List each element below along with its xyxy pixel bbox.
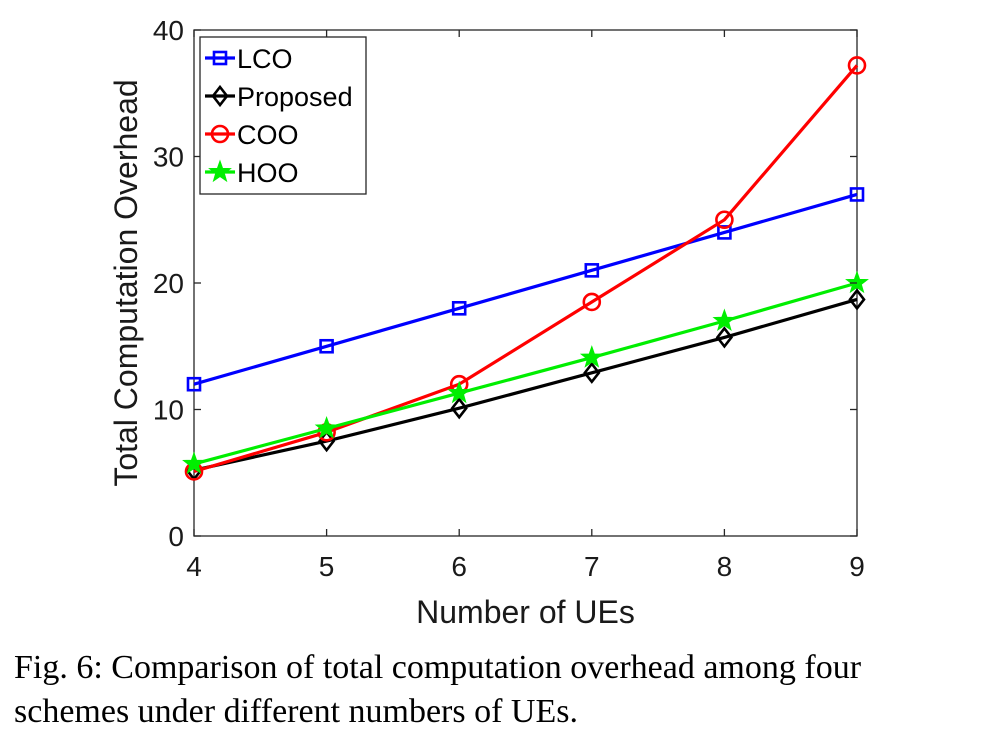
legend-item-lco: LCO — [205, 44, 293, 74]
data-point-hoo — [712, 308, 737, 331]
data-point-proposed — [583, 361, 601, 384]
data-point-hoo — [579, 345, 604, 368]
series-line-lco — [193, 192, 858, 386]
data-point-lco — [319, 338, 334, 354]
legend-marker-coo — [210, 124, 230, 144]
data-point-lco — [186, 376, 202, 392]
x-tick-label: 7 — [584, 551, 600, 582]
x-tick-label: 8 — [717, 551, 733, 582]
y-axis-label: Total Computation Overhead — [108, 79, 144, 486]
data-point-coo — [582, 292, 602, 312]
legend-label-coo: COO — [237, 120, 299, 150]
data-point-lco — [717, 225, 732, 240]
data-point-lco — [849, 187, 865, 202]
data-point-proposed — [715, 326, 734, 349]
x-tick-label: 9 — [849, 551, 865, 582]
legend-item-coo: COO — [205, 120, 299, 150]
y-tick-label: 30 — [153, 142, 184, 173]
data-point-hoo — [314, 416, 339, 439]
data-point-lco — [451, 300, 467, 316]
data-point-lco — [584, 263, 600, 278]
legend-item-proposed: Proposed — [205, 82, 353, 112]
data-point-hoo — [845, 270, 869, 294]
data-point-hoo — [182, 451, 206, 474]
line-chart: 4 5 6 7 8 9 0 10 20 30 40 Number of UEs Total Comp… — [108, 15, 869, 630]
series-line-coo — [193, 64, 859, 474]
series-lco — [186, 187, 865, 392]
legend-label-proposed: Proposed — [237, 82, 353, 112]
data-point-coo — [847, 56, 867, 75]
x-axis-label: Number of UEs — [416, 594, 635, 630]
figure-caption: Fig. 6: Comparison of total computation … — [14, 649, 862, 730]
legend: LCO Proposed COO HOO — [199, 36, 367, 195]
legend-box — [199, 36, 367, 195]
y-tick-label: 10 — [153, 395, 184, 426]
legend-label-hoo: HOO — [237, 158, 299, 188]
data-point-proposed — [848, 288, 866, 311]
legend-marker-proposed — [211, 84, 229, 108]
y-tick-label: 20 — [153, 268, 184, 299]
data-point-hoo — [447, 380, 472, 404]
data-point-coo — [715, 210, 734, 230]
series-line-proposed — [193, 297, 858, 472]
y-tick-label: 40 — [153, 15, 184, 46]
data-point-proposed — [450, 397, 468, 420]
x-tick-label: 6 — [451, 551, 467, 582]
series-line-hoo — [193, 281, 858, 466]
series-layer — [182, 56, 869, 482]
legend-marker-lco — [212, 50, 228, 66]
series-hoo — [182, 270, 869, 474]
legend-label-lco: LCO — [237, 44, 293, 74]
legend-marker-hoo — [208, 159, 232, 183]
y-tick-label: 0 — [168, 521, 184, 552]
axis-ticks: 4 5 6 7 8 9 0 10 20 30 40 — [153, 15, 865, 582]
x-tick-label: 5 — [319, 551, 335, 582]
x-tick-label: 4 — [186, 551, 202, 582]
legend-item-hoo: HOO — [205, 158, 299, 188]
